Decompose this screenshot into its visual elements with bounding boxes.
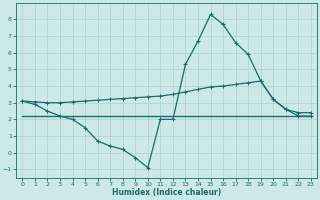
X-axis label: Humidex (Indice chaleur): Humidex (Indice chaleur) [112,188,221,197]
